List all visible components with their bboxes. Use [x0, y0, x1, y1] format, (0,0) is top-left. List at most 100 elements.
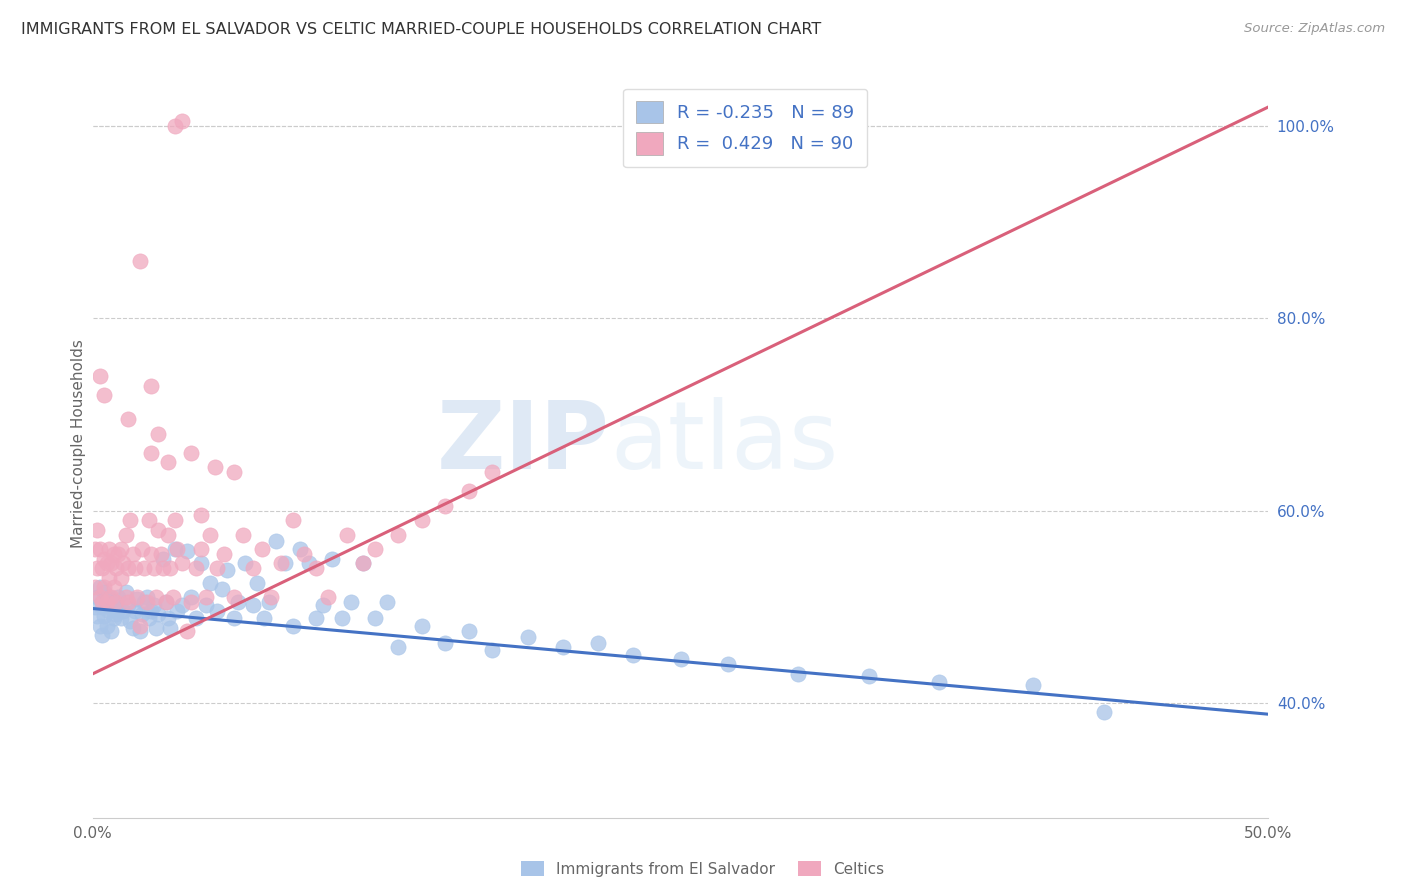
Point — [787, 666, 810, 681]
Point — [163, 541, 186, 556]
Point — [131, 607, 153, 622]
Point — [516, 631, 538, 645]
Point — [117, 561, 139, 575]
Point — [281, 619, 304, 633]
Point — [170, 557, 193, 571]
Point — [364, 611, 387, 625]
Point — [166, 604, 188, 618]
Point — [166, 541, 188, 556]
Point — [89, 369, 111, 384]
Point — [214, 547, 236, 561]
Point — [117, 598, 139, 612]
Point — [321, 551, 343, 566]
Point — [623, 648, 645, 662]
Point — [457, 484, 479, 499]
Point — [110, 611, 132, 625]
Point — [89, 590, 111, 604]
Point — [141, 604, 163, 618]
Point — [148, 426, 170, 441]
Point — [235, 557, 257, 571]
Point — [242, 561, 264, 575]
Point — [89, 541, 111, 556]
Point — [163, 119, 186, 133]
Point — [305, 561, 328, 575]
Text: Source: ZipAtlas.com: Source: ZipAtlas.com — [1244, 22, 1385, 36]
Point — [100, 557, 122, 571]
Point — [159, 621, 181, 635]
Point — [138, 513, 160, 527]
Point — [110, 571, 132, 585]
Point — [411, 619, 433, 633]
Point — [190, 508, 212, 523]
Point — [96, 619, 118, 633]
Point — [91, 599, 114, 614]
Point — [100, 599, 122, 614]
Point — [91, 561, 114, 575]
Point — [387, 640, 409, 654]
Point — [135, 595, 157, 609]
Point — [121, 621, 143, 635]
Point — [84, 541, 107, 556]
Point — [100, 624, 122, 638]
Point — [155, 595, 177, 609]
Point — [292, 547, 315, 561]
Y-axis label: Married-couple Households: Married-couple Households — [72, 339, 86, 548]
Point — [117, 595, 139, 609]
Point — [128, 619, 150, 633]
Point — [190, 541, 212, 556]
Point — [481, 643, 503, 657]
Point — [298, 557, 321, 571]
Point — [98, 590, 121, 604]
Point — [190, 557, 212, 571]
Point — [86, 561, 108, 575]
Point — [159, 561, 181, 575]
Point — [91, 595, 114, 609]
Point — [257, 595, 280, 609]
Point — [274, 557, 297, 571]
Point — [117, 412, 139, 426]
Point — [211, 582, 233, 597]
Point — [98, 541, 121, 556]
Point — [305, 611, 328, 625]
Point — [222, 590, 245, 604]
Point — [858, 669, 880, 683]
Point — [156, 611, 179, 625]
Point — [336, 527, 359, 541]
Point — [84, 580, 107, 594]
Point — [312, 598, 335, 612]
Point — [114, 585, 136, 599]
Point — [103, 595, 125, 609]
Point — [93, 609, 115, 624]
Point — [128, 624, 150, 638]
Point — [107, 547, 129, 561]
Point — [340, 595, 363, 609]
Text: atlas: atlas — [610, 397, 838, 489]
Point — [184, 561, 207, 575]
Point — [96, 595, 118, 609]
Point — [105, 595, 128, 609]
Point — [387, 527, 409, 541]
Point — [103, 580, 125, 594]
Point — [156, 527, 179, 541]
Point — [163, 513, 186, 527]
Point — [364, 541, 387, 556]
Point — [149, 547, 172, 561]
Point — [669, 652, 692, 666]
Point — [134, 595, 156, 609]
Point — [105, 561, 128, 575]
Point — [260, 590, 283, 604]
Point — [89, 580, 111, 594]
Point — [170, 598, 193, 612]
Point — [145, 590, 167, 604]
Point — [142, 598, 165, 612]
Point — [112, 557, 135, 571]
Point — [316, 590, 339, 604]
Legend: Immigrants from El Salvador, Celtics: Immigrants from El Salvador, Celtics — [513, 853, 893, 884]
Point — [457, 624, 479, 638]
Point — [127, 591, 149, 606]
Point — [180, 595, 202, 609]
Point — [228, 595, 250, 609]
Point — [121, 547, 143, 561]
Point — [93, 388, 115, 402]
Point — [162, 590, 184, 604]
